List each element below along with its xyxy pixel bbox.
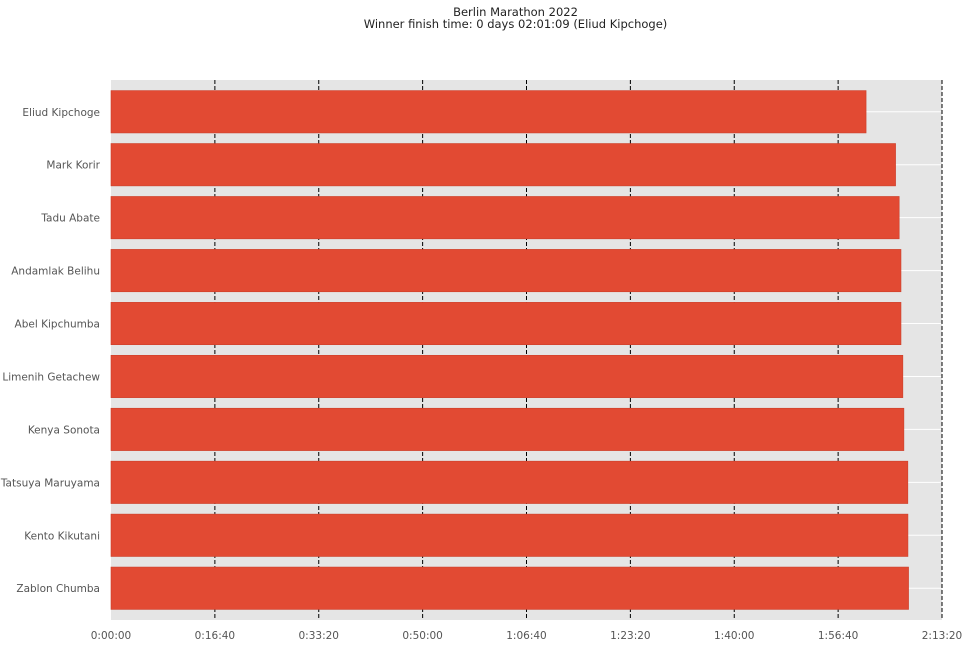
bar [110, 566, 909, 610]
y-tick-label: Kenya Sonota [28, 424, 100, 436]
bar [110, 513, 909, 557]
bar [110, 249, 902, 293]
bar [110, 407, 905, 451]
x-tick-label: 0:00:00 [91, 630, 131, 642]
x-tick-label: 1:56:40 [818, 630, 858, 642]
bar [110, 302, 902, 346]
chart-title: Berlin Marathon 2022 [453, 5, 578, 19]
x-tick-label: 0:33:20 [299, 630, 339, 642]
y-tick-label: Mark Korir [46, 160, 100, 172]
x-tick-label: 2:13:20 [922, 630, 962, 642]
x-tick-label: 1:23:20 [610, 630, 650, 642]
bar [110, 460, 909, 504]
y-tick-label: Zablon Chumba [16, 583, 100, 595]
x-tick-label: 0:50:00 [402, 630, 442, 642]
bar [110, 143, 896, 187]
x-tick-label: 1:40:00 [714, 630, 754, 642]
y-tick-label: Abel Kipchumba [15, 319, 100, 331]
bar [110, 90, 867, 134]
y-tick-label: Andamlak Belihu [11, 266, 100, 278]
bar [110, 196, 900, 240]
x-tick-label: 1:06:40 [506, 630, 546, 642]
y-tick-label: Limenih Getachew [2, 371, 100, 383]
y-tick-label: Kento Kikutani [24, 530, 100, 542]
y-tick-label: Tatsuya Maruyama [0, 477, 100, 489]
chart-subtitle: Winner finish time: 0 days 02:01:09 (Eli… [363, 17, 668, 31]
y-tick-label: Eliud Kipchoge [22, 107, 100, 119]
bar [110, 354, 904, 398]
x-tick-label: 0:16:40 [195, 630, 235, 642]
y-tick-label: Tadu Abate [40, 213, 100, 225]
